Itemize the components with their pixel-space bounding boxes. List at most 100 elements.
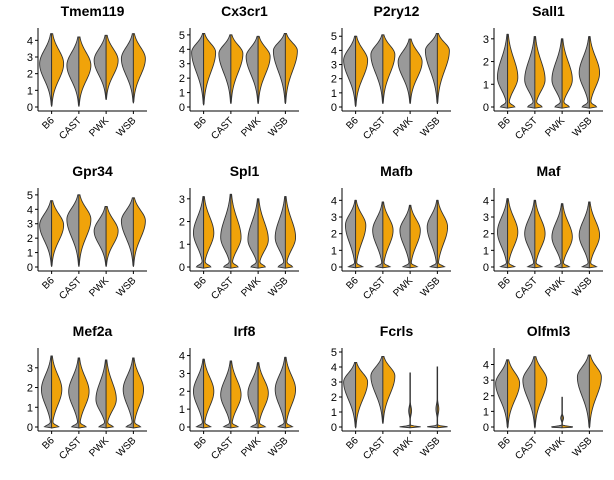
x-tick-label: CAST [361, 435, 388, 462]
panel-title: Tmem119 [61, 3, 125, 19]
y-tick-label: 3 [179, 59, 185, 71]
violin-b6 [344, 199, 367, 269]
violin-cast [66, 36, 92, 107]
y-tick-label: 1 [331, 88, 337, 100]
y-tick-label: 3 [179, 368, 185, 380]
y-tick-label: 0 [331, 422, 337, 434]
violin-right-half [203, 32, 217, 106]
x-tick-label: B6 [192, 435, 209, 452]
panel-title: P2ry12 [374, 3, 420, 19]
y-tick-label: 3 [483, 212, 489, 224]
y-tick-label: 2 [179, 386, 185, 398]
x-tick-label: B6 [344, 115, 361, 132]
violin-pwk [397, 38, 423, 104]
x-tick-label: CAST [57, 435, 84, 462]
panel-title: Gpr34 [72, 163, 113, 179]
x-tick-label: CAST [209, 435, 236, 462]
y-tick-label: 2 [179, 73, 185, 85]
y-tick-label: 0 [331, 262, 337, 274]
violin-left-half [191, 32, 205, 106]
violin-cast [524, 36, 546, 109]
violin-b6 [496, 198, 519, 269]
violin-left-half [245, 35, 259, 104]
x-tick-label: WSB [115, 115, 139, 139]
panel-title: Spl1 [230, 163, 260, 179]
y-tick-label: 2 [331, 392, 337, 404]
x-tick-label: PWK [391, 275, 415, 299]
violin-b6 [192, 358, 215, 429]
violin-wsb [578, 201, 601, 269]
violin-right-half [355, 35, 369, 107]
violin-wsb [120, 197, 146, 267]
violin-right-half [230, 34, 244, 104]
violin-left-half [370, 356, 384, 424]
panel-olfml3: Olfml3 0 1 2 3 4 B6 CAST PWK WSB [483, 323, 603, 462]
x-tick-label: WSB [267, 435, 291, 459]
violin-right-half [355, 362, 369, 429]
violin-pwk [95, 359, 117, 429]
y-tick-label: 0 [483, 422, 489, 434]
violin-left-half [399, 372, 411, 429]
violin-left-half [551, 203, 563, 269]
violin-right-half [284, 196, 297, 269]
violin-cast [522, 356, 548, 429]
violin-wsb [272, 32, 298, 104]
violin-right-half [230, 360, 242, 429]
y-tick-label: 2 [179, 217, 185, 229]
x-tick-label: WSB [267, 115, 291, 139]
y-tick-label: 0 [27, 102, 33, 114]
violin-b6 [40, 355, 63, 429]
violin-left-half [370, 34, 384, 104]
violin-right-half [203, 358, 215, 429]
violin-right-half [78, 357, 90, 429]
panel-title: Cx3cr1 [221, 3, 268, 19]
violin-right-half [561, 396, 574, 429]
violin-cast [66, 194, 92, 267]
panel-title: Maf [536, 163, 560, 179]
x-tick-label: CAST [513, 435, 540, 462]
violin-right-half [105, 205, 119, 267]
panel-cx3cr1: Cx3cr1 0 1 2 3 4 5 B6 CAST PWK WSB [179, 3, 299, 142]
violin-left-half [68, 357, 80, 429]
violin-wsb [427, 366, 448, 429]
x-tick-label: PWK [239, 115, 263, 139]
violin-left-half [399, 204, 411, 269]
y-tick-label: 3 [331, 377, 337, 389]
violin-right-half [257, 35, 271, 104]
violin-left-half [40, 355, 53, 429]
y-tick-label: 4 [331, 45, 337, 57]
y-tick-label: 4 [331, 362, 337, 374]
panel-gpr34: Gpr34 0 1 2 3 4 5 B6 CAST PWK WSB [27, 163, 147, 302]
x-tick-label: B6 [344, 435, 361, 452]
y-tick-label: 3 [27, 363, 33, 375]
violin-b6 [192, 196, 215, 269]
panel-mafb: Mafb 0 1 2 3 4 B6 CAST PWK WSB [331, 163, 451, 302]
x-tick-label: B6 [496, 275, 513, 292]
violin-right-half [105, 34, 119, 100]
y-tick-label: 1 [483, 245, 489, 257]
violin-right-half [51, 200, 65, 267]
y-tick-label: 3 [27, 219, 33, 231]
x-tick-label: CAST [209, 115, 236, 142]
violin-b6 [191, 32, 217, 106]
violin-right-half [51, 355, 63, 429]
violin-left-half [274, 356, 286, 429]
violin-right-half [507, 359, 521, 429]
violin-right-half [534, 36, 546, 109]
x-tick-label: CAST [209, 275, 236, 302]
y-tick-label: 0 [27, 262, 33, 274]
violin-right-half [382, 34, 396, 104]
violin-left-half [122, 357, 134, 429]
y-tick-label: 3 [483, 375, 489, 387]
y-tick-label: 4 [483, 195, 489, 207]
x-tick-label: CAST [513, 275, 540, 302]
x-tick-label: CAST [361, 115, 388, 142]
x-tick-label: WSB [115, 275, 139, 299]
violin-left-half [39, 33, 53, 107]
violin-pwk [247, 362, 269, 429]
panel-spl1: Spl1 0 1 2 3 B6 CAST PWK WSB [179, 163, 299, 302]
violin-right-half [409, 204, 421, 269]
violin-left-half [272, 32, 287, 104]
x-tick-label: PWK [87, 435, 111, 459]
y-tick-label: 0 [179, 422, 185, 434]
